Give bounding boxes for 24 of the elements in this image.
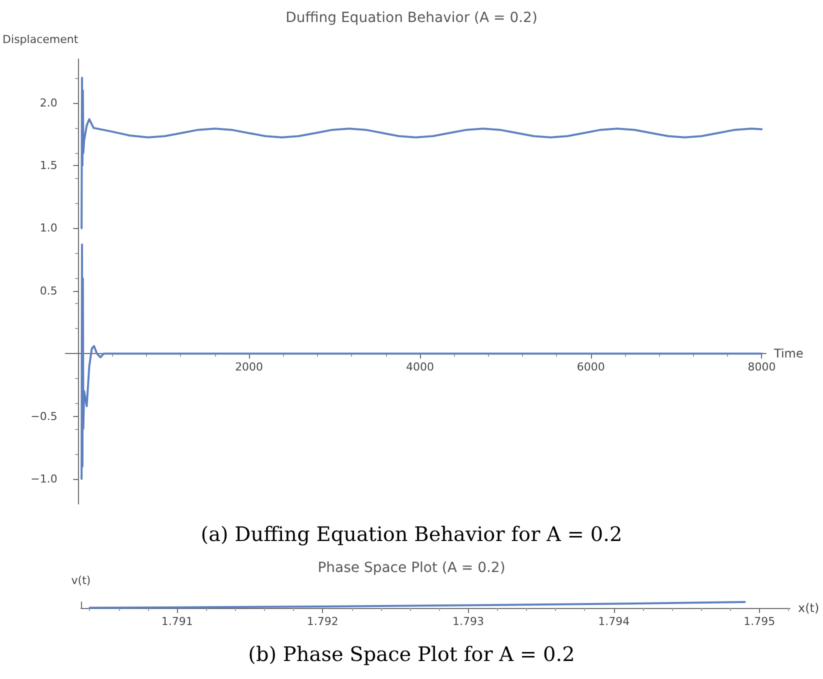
y-tick-label: −0.5 — [30, 410, 58, 423]
x-tick-label: 1.791 — [161, 615, 193, 628]
chart-title: Duffing Equation Behavior (A = 0.2) — [286, 10, 538, 26]
y-axis-title: v(t) — [71, 574, 91, 587]
x-axis-title: Time — [773, 346, 804, 361]
x-tick-label: 8000 — [748, 360, 776, 374]
text: (a) Duffing Equation Behavior for A = 0.2 — [200, 522, 622, 546]
x-tick-label: 1.794 — [598, 615, 630, 628]
y-tick-label: 1.5 — [40, 159, 58, 172]
x-tick-label: 2000 — [235, 360, 264, 374]
x-tick-label: 1.792 — [306, 615, 338, 628]
text: (b) Phase Space Plot for A = 0.2 — [248, 642, 575, 666]
chart-title: Phase Space Plot (A = 0.2) — [318, 560, 506, 576]
line-series — [80, 76, 763, 230]
x-tick-label: 6000 — [576, 360, 605, 374]
x-tick-label: 4000 — [406, 360, 434, 374]
y-axis-title: Displacement — [2, 33, 79, 46]
y-tick-label: 2.0 — [40, 96, 58, 110]
y-tick-label: 1.0 — [40, 222, 58, 235]
y-tick-label: −1.0 — [30, 472, 58, 486]
y-tick-label: 0.5 — [40, 284, 58, 298]
x-tick-label: 1.795 — [744, 615, 776, 628]
x-axis-title: x(t) — [798, 601, 820, 615]
x-tick-label: 1.793 — [452, 615, 484, 628]
